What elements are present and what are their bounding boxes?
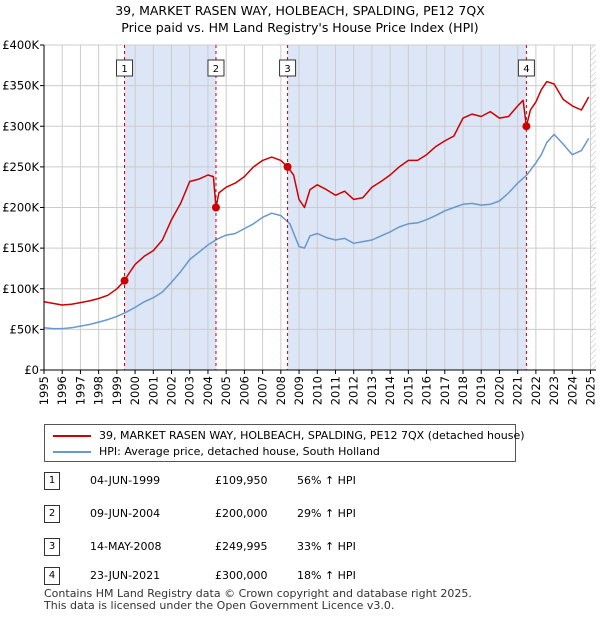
sale-marker-label: 2 bbox=[213, 64, 219, 75]
x-tick-label: 2000 bbox=[128, 376, 142, 405]
x-tick-label: 2003 bbox=[183, 376, 197, 405]
sale-marker-label: 4 bbox=[523, 64, 529, 75]
footer-copyright: Contains HM Land Registry data © Crown c… bbox=[44, 587, 472, 600]
footer-licence: This data is licensed under the Open Gov… bbox=[44, 599, 395, 612]
sale-hpi-change: 18% ↑ HPI bbox=[297, 569, 356, 582]
x-tick-label: 2020 bbox=[492, 376, 506, 405]
x-tick-label: 2005 bbox=[219, 376, 233, 405]
y-tick-label: £200K bbox=[2, 201, 39, 215]
sale-marker-box bbox=[207, 59, 225, 77]
y-tick-label: £150K bbox=[2, 241, 39, 255]
y-tick-label: £250K bbox=[2, 160, 39, 174]
sale-price: £200,000 bbox=[215, 507, 268, 520]
sale-date: 04-JUN-1999 bbox=[90, 474, 161, 487]
table-row: 3 14-MAY-2008 £249,995 33% ↑ HPI bbox=[44, 538, 504, 558]
sale-number-badge: 4 bbox=[44, 567, 60, 585]
sale-marker-label: 3 bbox=[284, 64, 290, 75]
x-tick-label: 2008 bbox=[274, 376, 288, 405]
sale-date: 23-JUN-2021 bbox=[90, 569, 161, 582]
table-row: 2 09-JUN-2004 £200,000 29% ↑ HPI bbox=[44, 505, 504, 525]
x-tick-label: 2022 bbox=[529, 376, 543, 405]
y-tick-label: £0 bbox=[24, 363, 39, 377]
price-chart: 1 2 3 4 £0 £50K £100K £150K £200K £250K £300K £350… bbox=[2, 38, 598, 405]
x-tick-label: 1996 bbox=[55, 376, 69, 405]
sale-number-badge: 3 bbox=[44, 538, 60, 556]
x-tick-label: 2009 bbox=[292, 376, 306, 405]
sale-price: £109,950 bbox=[215, 474, 268, 487]
sale-hpi-change: 29% ↑ HPI bbox=[297, 507, 356, 520]
chart-title: 39, MARKET RASEN WAY, HOLBEACH, SPALDING… bbox=[115, 3, 485, 18]
y-tick-label: £350K bbox=[2, 79, 39, 93]
sale-point bbox=[522, 122, 531, 131]
property-price-line bbox=[43, 80, 590, 306]
x-tick-label: 2006 bbox=[237, 376, 251, 405]
x-tick-label: 2001 bbox=[146, 376, 160, 405]
legend-label-hpi: HPI: Average price, detached house, Sout… bbox=[99, 445, 380, 458]
sale-date: 14-MAY-2008 bbox=[90, 540, 162, 553]
x-tick-label: 2007 bbox=[256, 376, 270, 405]
chart-title-block: 39, MARKET RASEN WAY, HOLBEACH, SPALDING… bbox=[0, 2, 600, 36]
x-tick-label: 2025 bbox=[584, 376, 598, 405]
x-tick-label: 2014 bbox=[383, 376, 397, 405]
x-tick-label: 2012 bbox=[347, 376, 361, 405]
x-tick-label: 2016 bbox=[420, 376, 434, 405]
x-tick-label: 2023 bbox=[547, 376, 561, 405]
sale-marker-box bbox=[279, 59, 297, 77]
legend-swatch-property bbox=[53, 435, 91, 437]
x-tick-label: 2019 bbox=[474, 376, 488, 405]
sale-marker-box bbox=[517, 59, 535, 77]
y-tick-label: £100K bbox=[2, 282, 39, 296]
x-tick-label: 2018 bbox=[456, 376, 470, 405]
x-tick-label: 2015 bbox=[401, 376, 415, 405]
sale-number-badge: 2 bbox=[44, 505, 60, 523]
sale-price: £249,995 bbox=[215, 540, 268, 553]
legend-swatch-hpi bbox=[53, 451, 91, 453]
x-tick-label: 2017 bbox=[438, 376, 452, 405]
x-tick-label: 2024 bbox=[565, 376, 579, 405]
hpi-line bbox=[43, 133, 590, 330]
chart-legend: 39, MARKET RASEN WAY, HOLBEACH, SPALDING… bbox=[44, 424, 525, 462]
x-tick-label: 2004 bbox=[201, 376, 215, 405]
x-tick-label: 2021 bbox=[511, 376, 525, 405]
legend-label-property: 39, MARKET RASEN WAY, HOLBEACH, SPALDING… bbox=[99, 429, 525, 442]
y-tick-label: £300K bbox=[2, 119, 39, 133]
sale-marker-box bbox=[116, 59, 134, 77]
sale-hpi-change: 33% ↑ HPI bbox=[297, 540, 356, 553]
table-row: 4 23-JUN-2021 £300,000 18% ↑ HPI bbox=[44, 567, 504, 587]
sale-marker-label: 1 bbox=[121, 64, 127, 75]
sale-number-badge: 1 bbox=[44, 472, 60, 490]
y-tick-label: £50K bbox=[10, 322, 40, 336]
chart-subtitle: Price paid vs. HM Land Registry's House … bbox=[121, 20, 479, 35]
x-tick-label: 1998 bbox=[92, 376, 106, 405]
x-tick-label: 1997 bbox=[73, 376, 87, 405]
x-tick-label: 2011 bbox=[328, 376, 342, 405]
y-tick-label: £400K bbox=[2, 38, 39, 52]
sale-price: £300,000 bbox=[215, 569, 268, 582]
sale-hpi-change: 56% ↑ HPI bbox=[297, 474, 356, 487]
table-row: 1 04-JUN-1999 £109,950 56% ↑ HPI bbox=[44, 472, 504, 492]
x-tick-label: 2010 bbox=[310, 376, 324, 405]
footer-attribution: Contains HM Land Registry data © Crown c… bbox=[44, 588, 472, 612]
x-tick-label: 2013 bbox=[365, 376, 379, 405]
x-tick-label: 1995 bbox=[37, 376, 51, 405]
sale-date: 09-JUN-2004 bbox=[90, 507, 161, 520]
x-tick-label: 2002 bbox=[165, 376, 179, 405]
x-tick-label: 1999 bbox=[110, 376, 124, 405]
